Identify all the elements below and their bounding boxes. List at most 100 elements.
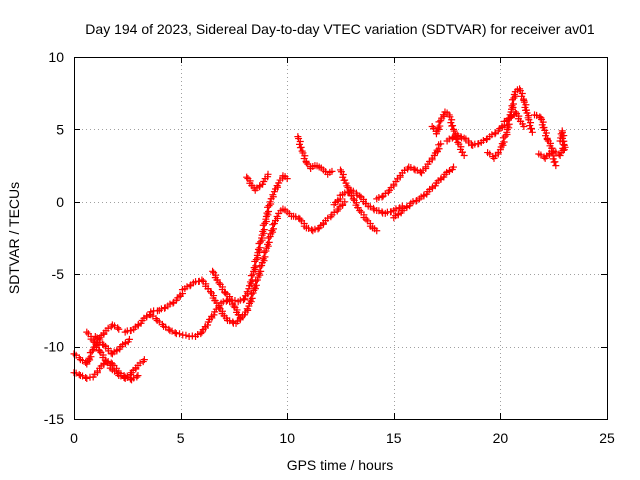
data-point: [209, 267, 217, 275]
data-point: [104, 324, 112, 332]
data-point: [500, 138, 508, 146]
data-point: [75, 371, 83, 379]
data-point: [252, 262, 260, 270]
x-tick-label: 5: [177, 430, 185, 446]
data-point: [550, 158, 558, 166]
data-point: [378, 193, 386, 201]
data-point: [197, 330, 205, 338]
series-track-20: [535, 147, 560, 170]
data-point: [543, 136, 551, 144]
data-point: [433, 127, 441, 135]
data-point: [527, 125, 535, 133]
data-point: [83, 374, 91, 382]
data-point: [239, 296, 247, 304]
x-tick-label: 25: [599, 430, 615, 446]
data-point: [171, 329, 179, 337]
data-point: [247, 298, 255, 306]
data-point: [501, 132, 509, 140]
data-point: [265, 202, 273, 210]
series-track-13: [330, 186, 406, 217]
data-point: [445, 135, 453, 143]
data-point: [117, 372, 125, 380]
data-point: [229, 318, 237, 326]
data-point: [89, 337, 97, 345]
data-point: [251, 283, 259, 291]
data-point: [381, 190, 389, 198]
data-point: [460, 134, 468, 142]
data-point: [356, 192, 364, 200]
data-point: [449, 125, 457, 133]
data-point: [100, 341, 108, 349]
data-point: [283, 175, 291, 183]
series-track-11: [290, 198, 349, 235]
data-point: [88, 347, 96, 355]
data-point: [498, 140, 506, 148]
data-point: [269, 228, 277, 236]
data-point: [436, 122, 444, 130]
data-point: [83, 328, 91, 336]
data-point: [255, 240, 263, 248]
data-point: [410, 165, 418, 173]
data-point: [556, 151, 564, 159]
y-tick-label: 5: [56, 121, 64, 137]
data-point: [140, 356, 148, 364]
x-axis-label: GPS time / hours: [287, 457, 394, 473]
data-point: [296, 215, 304, 223]
data-point: [206, 288, 214, 296]
data-point: [96, 347, 104, 355]
grid: [74, 57, 607, 419]
x-tick-label: 0: [70, 430, 78, 446]
data-point: [243, 288, 251, 296]
data-point: [265, 238, 273, 246]
data-point: [373, 227, 381, 235]
data-point: [210, 311, 218, 319]
data-point: [560, 146, 568, 154]
data-point: [413, 166, 421, 174]
data-point: [252, 281, 260, 289]
data-point: [434, 124, 442, 132]
data-point: [302, 159, 310, 167]
data-point: [362, 215, 370, 223]
y-tick-label: -5: [52, 266, 65, 282]
series-track-16: [428, 108, 468, 159]
data-point: [270, 220, 278, 228]
data-point: [123, 372, 131, 380]
data-point: [343, 182, 351, 190]
data-point: [246, 296, 254, 304]
data-point: [136, 359, 144, 367]
data-point: [243, 173, 251, 181]
chart-title: Day 194 of 2023, Sidereal Day-to-day VTE…: [85, 21, 595, 37]
data-point: [269, 225, 277, 233]
data-point: [479, 136, 487, 144]
data-point: [248, 294, 256, 302]
data-point: [168, 327, 176, 335]
data-point: [166, 300, 174, 308]
data-point: [305, 224, 313, 232]
data-point: [236, 314, 244, 322]
data-point: [537, 114, 545, 122]
data-point: [79, 372, 87, 380]
y-axis-label: SDTVAR / TECUs: [6, 182, 22, 294]
data-point: [246, 299, 254, 307]
data-point: [198, 276, 206, 284]
data-point: [533, 111, 541, 119]
data-point: [183, 283, 191, 291]
data-point: [241, 295, 249, 303]
data-point: [194, 331, 202, 339]
y-tick-label: -15: [44, 411, 64, 427]
series-track-8: [241, 205, 295, 319]
data-point: [252, 277, 260, 285]
data-point: [460, 151, 468, 159]
series-track-18: [484, 85, 536, 162]
data-point: [435, 125, 443, 133]
data-point: [366, 203, 374, 211]
x-tick-label: 15: [386, 430, 402, 446]
data-point: [182, 331, 190, 339]
data-point: [349, 195, 357, 203]
data-point: [528, 128, 536, 136]
data-point: [256, 244, 264, 252]
data-point: [375, 207, 383, 215]
data-point: [176, 330, 184, 338]
data-point: [134, 372, 142, 380]
series-track-21: [556, 127, 569, 154]
